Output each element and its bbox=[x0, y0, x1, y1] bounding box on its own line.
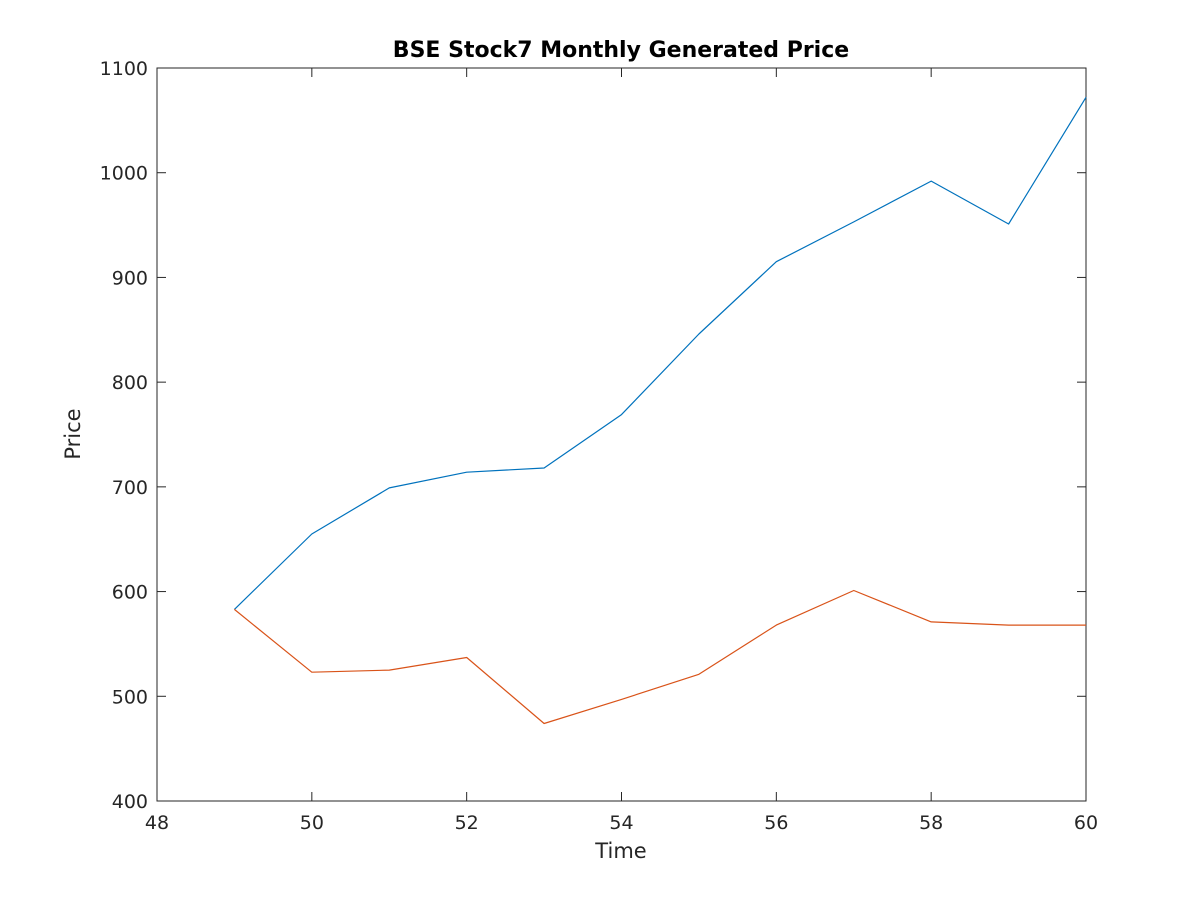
series-layer bbox=[233, 96, 1087, 725]
y-tick-label: 900 bbox=[112, 267, 148, 289]
x-tick-label: 54 bbox=[609, 812, 633, 834]
x-tick-label: 58 bbox=[919, 812, 943, 834]
x-tick-label: 48 bbox=[145, 812, 169, 834]
y-tick-label: 700 bbox=[112, 477, 148, 499]
y-tick-label: 1000 bbox=[100, 163, 148, 185]
y-tick-label: 600 bbox=[112, 582, 148, 604]
plot-area: 48 50 52 54 56 58 60 400 500 600 700 800 900 1000 1100 bbox=[100, 58, 1098, 834]
series-line-1 bbox=[233, 96, 1087, 610]
ticks-layer: 48 50 52 54 56 58 60 400 500 600 700 800 900 1000 1100 bbox=[100, 58, 1098, 834]
y-axis-label: Price bbox=[61, 408, 85, 459]
y-tick-label: 800 bbox=[112, 372, 148, 394]
series-line-2 bbox=[234, 589, 1086, 725]
x-tick-label: 56 bbox=[764, 812, 788, 834]
x-axis-label: Time bbox=[594, 839, 646, 863]
x-tick-label: 60 bbox=[1074, 812, 1098, 834]
x-tick-label: 50 bbox=[300, 812, 324, 834]
y-tick-label: 1100 bbox=[100, 58, 148, 80]
y-tick-label: 400 bbox=[112, 791, 148, 813]
chart-title: BSE Stock7 Monthly Generated Price bbox=[393, 38, 849, 63]
y-tick-label: 500 bbox=[112, 686, 148, 708]
x-tick-label: 52 bbox=[455, 812, 479, 834]
